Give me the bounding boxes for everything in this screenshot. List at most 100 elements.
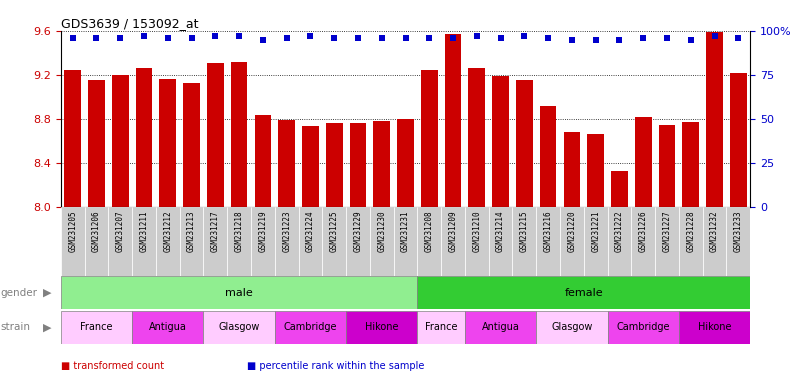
Bar: [607, 311, 679, 344]
Bar: [587, 134, 604, 207]
Text: ■ transformed count: ■ transformed count: [61, 361, 164, 371]
Bar: [302, 126, 319, 207]
Text: male: male: [225, 288, 253, 298]
Bar: [702, 207, 727, 276]
Bar: [536, 207, 560, 276]
Text: Cambridge: Cambridge: [284, 322, 337, 333]
Text: GSM231230: GSM231230: [377, 211, 386, 252]
Text: GSM231210: GSM231210: [472, 211, 481, 252]
Bar: [275, 311, 346, 344]
Bar: [418, 311, 465, 344]
Bar: [61, 311, 132, 344]
Bar: [255, 115, 271, 207]
Bar: [489, 207, 513, 276]
Text: Glasgow: Glasgow: [551, 322, 593, 333]
Bar: [564, 132, 580, 207]
Bar: [227, 207, 251, 276]
Text: Hikone: Hikone: [697, 322, 732, 333]
Bar: [679, 311, 750, 344]
Bar: [655, 207, 679, 276]
Bar: [183, 83, 200, 207]
Bar: [540, 106, 556, 207]
Bar: [635, 117, 651, 207]
Bar: [397, 119, 414, 207]
Text: GDS3639 / 153092_at: GDS3639 / 153092_at: [61, 17, 199, 30]
Bar: [659, 124, 676, 207]
Text: GSM231227: GSM231227: [663, 211, 672, 252]
Bar: [393, 207, 418, 276]
Text: GSM231213: GSM231213: [187, 211, 196, 252]
Bar: [61, 276, 418, 309]
Bar: [492, 76, 509, 207]
Text: GSM231206: GSM231206: [92, 211, 101, 252]
Text: ■ percentile rank within the sample: ■ percentile rank within the sample: [247, 361, 425, 371]
Bar: [679, 207, 702, 276]
Text: ▶: ▶: [43, 288, 51, 298]
Text: GSM231209: GSM231209: [448, 211, 457, 252]
Bar: [132, 207, 156, 276]
Bar: [160, 79, 176, 207]
Bar: [64, 70, 81, 207]
Bar: [631, 207, 655, 276]
Bar: [441, 207, 465, 276]
Text: GSM231221: GSM231221: [591, 211, 600, 252]
Text: GSM231223: GSM231223: [282, 211, 291, 252]
Bar: [251, 207, 275, 276]
Text: GSM231208: GSM231208: [425, 211, 434, 252]
Bar: [727, 207, 750, 276]
Bar: [278, 120, 295, 207]
Text: GSM231205: GSM231205: [68, 211, 77, 252]
Text: GSM231233: GSM231233: [734, 211, 743, 252]
Bar: [370, 207, 393, 276]
Text: GSM231231: GSM231231: [401, 211, 410, 252]
Bar: [322, 207, 346, 276]
Text: GSM231232: GSM231232: [710, 211, 719, 252]
Text: GSM231219: GSM231219: [259, 211, 268, 252]
Bar: [84, 207, 109, 276]
Bar: [346, 311, 418, 344]
Text: GSM231225: GSM231225: [330, 211, 339, 252]
Bar: [682, 122, 699, 207]
Bar: [61, 207, 84, 276]
Bar: [180, 207, 204, 276]
Bar: [421, 70, 438, 207]
Text: Glasgow: Glasgow: [218, 322, 260, 333]
Bar: [298, 207, 322, 276]
Text: Cambridge: Cambridge: [616, 322, 670, 333]
Text: GSM231216: GSM231216: [543, 211, 552, 252]
Bar: [469, 68, 485, 207]
Bar: [418, 276, 750, 309]
Bar: [444, 34, 461, 207]
Bar: [584, 207, 607, 276]
Bar: [156, 207, 180, 276]
Bar: [536, 311, 607, 344]
Text: gender: gender: [1, 288, 38, 298]
Text: GSM231207: GSM231207: [116, 211, 125, 252]
Text: Antigua: Antigua: [482, 322, 520, 333]
Text: GSM231218: GSM231218: [234, 211, 243, 252]
Bar: [204, 207, 227, 276]
Text: Hikone: Hikone: [365, 322, 398, 333]
Text: strain: strain: [1, 322, 31, 333]
Bar: [109, 207, 132, 276]
Bar: [730, 73, 747, 207]
Bar: [88, 80, 105, 207]
Text: GSM231211: GSM231211: [139, 211, 148, 252]
Bar: [231, 61, 247, 207]
Text: ▶: ▶: [43, 322, 51, 333]
Bar: [513, 207, 536, 276]
Bar: [465, 311, 536, 344]
Text: GSM231229: GSM231229: [354, 211, 363, 252]
Bar: [207, 63, 224, 207]
Bar: [204, 311, 275, 344]
Text: GSM231222: GSM231222: [615, 211, 624, 252]
Bar: [135, 68, 152, 207]
Text: GSM231224: GSM231224: [306, 211, 315, 252]
Text: GSM231228: GSM231228: [686, 211, 695, 252]
Bar: [465, 207, 489, 276]
Text: GSM231226: GSM231226: [639, 211, 648, 252]
Bar: [346, 207, 370, 276]
Bar: [706, 32, 723, 207]
Bar: [275, 207, 298, 276]
Text: GSM231214: GSM231214: [496, 211, 505, 252]
